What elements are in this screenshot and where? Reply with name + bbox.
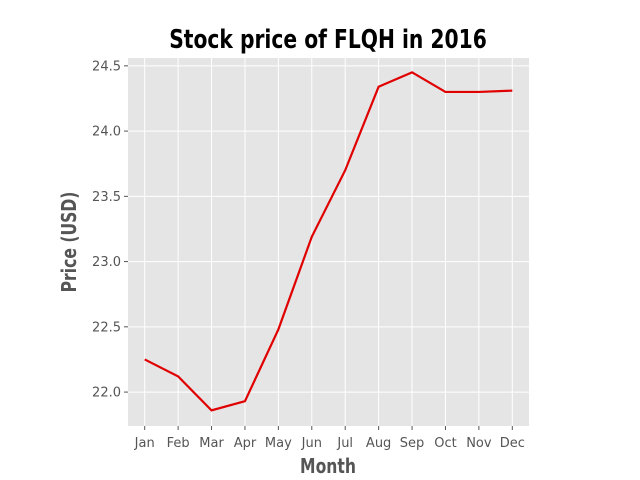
x-tick-label: Apr	[234, 436, 257, 451]
y-tick-label: 24.5	[92, 59, 121, 74]
x-tick-label: Nov	[466, 436, 492, 451]
y-tick-label: 24.0	[92, 125, 121, 140]
x-tick-label: Jul	[336, 436, 353, 451]
x-tick-label: May	[265, 436, 292, 451]
y-axis-label: Price (USD)	[58, 192, 81, 293]
y-tick-label: 23.0	[92, 255, 121, 270]
x-tick-label: Jun	[301, 436, 322, 451]
y-tick-label: 22.0	[92, 386, 121, 401]
x-tick-label: Feb	[167, 436, 190, 451]
chart-title: Stock price of FLQH in 2016	[169, 25, 487, 55]
x-tick-label: Aug	[366, 436, 391, 451]
x-axis-ticks: Jan Feb Mar Apr May Jun Jul Aug Sep Oct Nov Dec	[134, 426, 525, 451]
x-tick-label: Dec	[500, 436, 525, 451]
x-tick-label: Sep	[400, 436, 425, 451]
x-tick-label: Jan	[134, 436, 155, 451]
price-series-line	[144, 71, 513, 412]
y-tick-label: 23.5	[92, 190, 121, 205]
x-axis-label: Month	[300, 455, 356, 478]
grid-lines	[128, 58, 529, 426]
y-tick-label: 22.5	[92, 320, 121, 335]
x-tick-label: Oct	[434, 436, 456, 451]
x-tick-label: Mar	[199, 436, 224, 451]
plot-area	[128, 58, 529, 426]
y-axis-ticks: 22.0 22.5 23.0 23.5 24.0 24.5	[92, 59, 128, 401]
